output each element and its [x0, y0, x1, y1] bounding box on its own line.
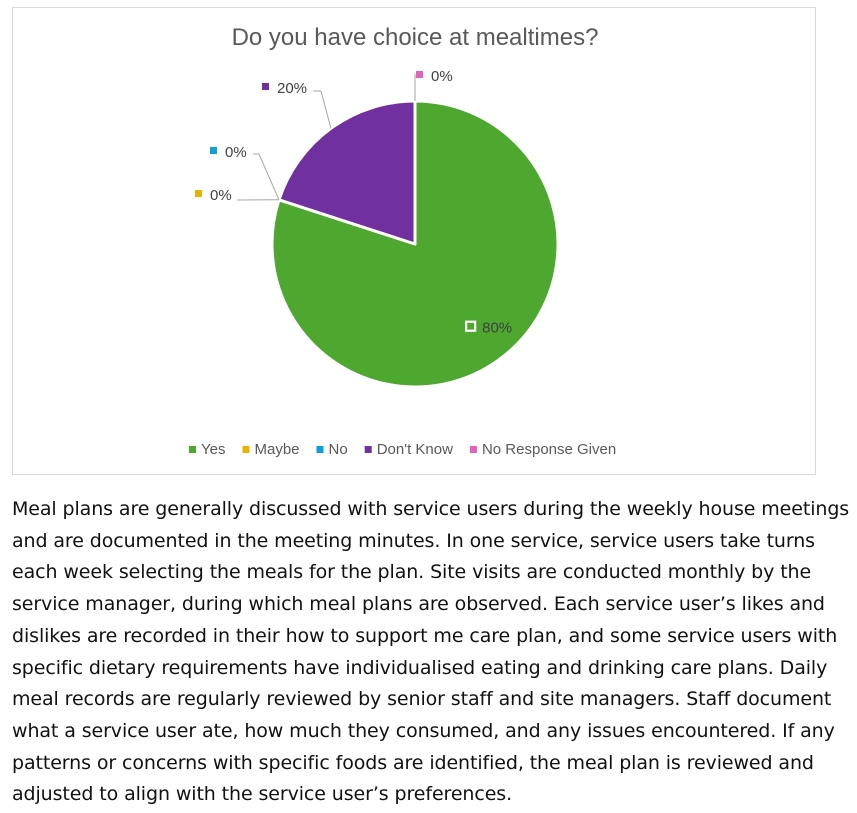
data-label-no: 0%	[210, 144, 247, 161]
legend-item-maybe: Maybe	[242, 441, 300, 458]
chart-container: Do you have choice at mealtimes? 80% 0% 0%…	[12, 7, 816, 475]
description-paragraph: Meal plans are generally discussed with …	[12, 498, 850, 806]
data-label-marker	[210, 147, 217, 154]
data-label-maybe: 0%	[195, 187, 232, 204]
data-label-text: 0%	[431, 68, 453, 85]
pie-slice-don-t-know	[277, 99, 417, 246]
legend-item-don-t-know: Don't Know	[364, 441, 453, 458]
label-leader-lines	[236, 74, 416, 201]
chart-legend: Yes Maybe No Don't Know No Response Given	[189, 441, 616, 458]
legend-swatch	[469, 446, 477, 453]
legend-label: Maybe	[254, 441, 299, 458]
data-label-don-t-know: 20%	[262, 80, 307, 97]
chart-title: Do you have choice at mealtimes?	[232, 24, 599, 51]
data-label-text: 20%	[277, 80, 307, 97]
legend-swatch	[189, 446, 196, 453]
data-label-yes: 80%	[465, 320, 512, 337]
pie-chart: Do you have choice at mealtimes? 80% 0% 0%…	[189, 24, 616, 458]
data-label-text: 80%	[482, 320, 512, 337]
data-label-text: 0%	[225, 144, 247, 161]
legend-item-no-response-given: No Response Given	[469, 441, 616, 458]
legend-item-no: No	[316, 441, 348, 458]
legend-label: Don't Know	[377, 441, 453, 458]
legend-label: No	[329, 441, 348, 458]
legend-swatch	[364, 446, 372, 453]
legend-swatch	[316, 446, 324, 453]
data-labels: 80% 0% 0% 20% 0%	[195, 68, 512, 337]
legend-swatch	[242, 446, 250, 453]
legend-label: Yes	[201, 441, 225, 458]
legend-item-yes: Yes	[189, 441, 225, 458]
data-label-no-response-given: 0%	[416, 68, 453, 85]
data-label-marker	[262, 83, 269, 90]
data-label-text: 0%	[210, 187, 232, 204]
data-label-marker	[416, 71, 423, 78]
pie-slices	[270, 99, 560, 389]
leader-line	[313, 90, 332, 129]
data-label-marker	[195, 190, 202, 197]
data-label-marker	[465, 320, 477, 332]
legend-label: No Response Given	[482, 441, 616, 458]
leader-line	[253, 153, 280, 201]
